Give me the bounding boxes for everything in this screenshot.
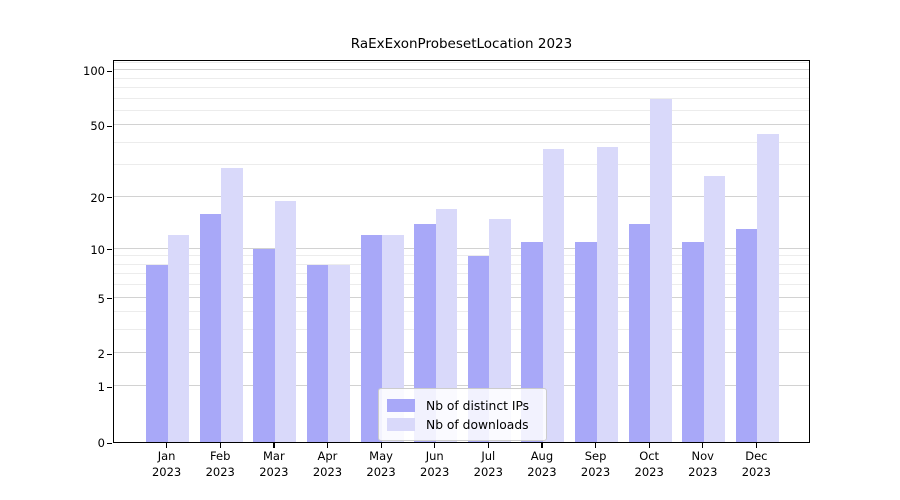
gridline-major (114, 385, 809, 387)
gridline-major (114, 247, 809, 249)
legend-swatch-downloads (387, 418, 415, 431)
gridline-minor (114, 284, 809, 286)
gridline-minor (114, 273, 809, 275)
bar-downloads-nov (703, 176, 726, 442)
x-tick-mark (273, 443, 275, 448)
x-tick-mark (219, 443, 221, 448)
x-tick-mark (541, 443, 543, 448)
bar-ips-may (360, 235, 383, 442)
x-tick-label-dec: Dec 2023 (741, 449, 772, 479)
bar-ips-sep (575, 241, 597, 442)
gridline-minor (114, 255, 809, 257)
x-tick-label-feb: Feb 2023 (205, 449, 235, 479)
x-tick-label-jun: Jun 2023 (420, 449, 450, 479)
bar-downloads-mar (274, 200, 297, 442)
x-tick-mark (648, 443, 650, 448)
gridline-minor (114, 97, 809, 99)
x-tick-mark (755, 443, 758, 448)
x-tick-label-apr: Apr 2023 (312, 449, 343, 479)
y-tick-label: 1 (97, 380, 105, 395)
legend-label-distinct-ips: Nb of distinct IPs (426, 398, 530, 413)
x-tick-label-jan: Jan 2023 (151, 449, 182, 479)
x-tick-label-nov: Nov 2023 (688, 449, 718, 479)
gridline-major (114, 124, 809, 126)
legend: Nb of distinct IPs Nb of downloads (378, 388, 547, 441)
legend-item-downloads: Nb of downloads (387, 415, 538, 434)
y-tick-mark (107, 249, 112, 251)
bar-downloads-sep (596, 146, 619, 442)
gridline-major (114, 69, 809, 71)
gridline-minor (114, 141, 809, 143)
y-tick-mark (107, 353, 112, 356)
gridline-major (114, 352, 809, 354)
gridline-minor (114, 61, 809, 63)
gridline-minor (114, 311, 809, 313)
bar-downloads-dec (757, 133, 779, 442)
y-tick-mark (107, 70, 112, 72)
y-tick-label: 100 (83, 64, 105, 79)
y-tick-label: 50 (90, 119, 105, 134)
x-tick-label-may: May 2023 (366, 449, 396, 479)
bar-ips-nov (682, 241, 704, 442)
x-tick-mark (595, 443, 597, 448)
plot-area (113, 60, 810, 443)
x-tick-mark (702, 443, 704, 448)
legend-item-distinct-ips: Nb of distinct IPs (387, 396, 538, 415)
y-tick-mark (107, 386, 112, 388)
gridline-minor (114, 329, 809, 331)
bar-ips-feb (199, 213, 222, 442)
x-tick-mark (326, 443, 329, 448)
y-tick-label: 0 (97, 436, 105, 450)
bar-downloads-jun (435, 209, 458, 442)
chart-title: RaExExonProbesetLocation 2023 (350, 36, 573, 52)
y-tick-mark (107, 298, 112, 300)
bar-ips-mar (253, 248, 275, 442)
bar-ips-oct (628, 223, 651, 442)
bar-ips-dec (735, 229, 758, 442)
bar-downloads-jul (489, 218, 511, 442)
bar-ips-jan (146, 264, 168, 442)
legend-swatch-distinct-ips (387, 399, 415, 412)
x-tick-label-aug: Aug 2023 (527, 449, 557, 479)
y-tick-label: 20 (90, 190, 105, 205)
y-tick-label: 2 (97, 347, 105, 362)
bar-downloads-feb (221, 167, 243, 442)
x-tick-label-oct: Oct 2023 (634, 449, 664, 479)
bar-downloads-apr (328, 264, 350, 442)
y-tick-mark (107, 442, 112, 444)
x-tick-label-mar: Mar 2023 (259, 449, 289, 479)
y-tick-mark (107, 125, 112, 127)
gridline-minor (114, 86, 809, 88)
y-tick-label: 10 (90, 242, 105, 257)
x-tick-mark (380, 443, 382, 448)
x-tick-mark (166, 443, 168, 448)
x-tick-label-sep: Sep 2023 (580, 449, 611, 479)
bar-downloads-oct (650, 98, 672, 442)
gridline-minor (114, 263, 809, 265)
gridline-minor (114, 77, 809, 79)
x-tick-mark (434, 443, 436, 448)
bar-ips-apr (306, 264, 329, 442)
y-tick-mark (107, 197, 112, 199)
gridline-minor (114, 164, 809, 166)
bar-ips-jun (414, 223, 436, 442)
x-tick-label-jul: Jul 2023 (473, 449, 503, 479)
gridline-major (114, 195, 809, 197)
bar-downloads-aug (542, 148, 565, 442)
x-tick-mark (487, 443, 489, 448)
gridline-minor (114, 109, 809, 111)
bar-downloads-jan (167, 235, 190, 442)
gridline-major (114, 296, 809, 298)
y-tick-label: 5 (97, 291, 105, 306)
legend-label-downloads: Nb of downloads (426, 417, 529, 432)
